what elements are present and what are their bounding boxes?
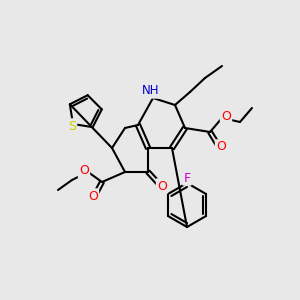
Text: S: S bbox=[68, 119, 76, 133]
Text: NH: NH bbox=[142, 85, 160, 98]
Text: O: O bbox=[79, 164, 89, 178]
Text: F: F bbox=[183, 172, 190, 184]
Text: O: O bbox=[88, 190, 98, 202]
Text: O: O bbox=[216, 140, 226, 154]
Text: O: O bbox=[221, 110, 231, 124]
Text: O: O bbox=[157, 179, 167, 193]
